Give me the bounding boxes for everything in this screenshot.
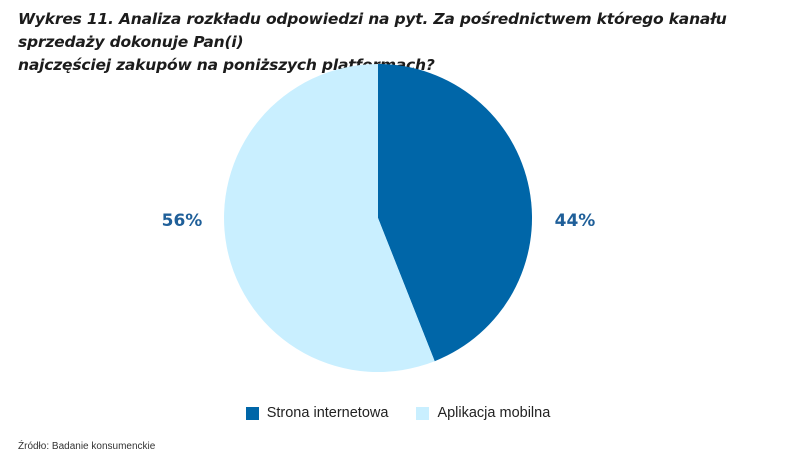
- pie-slice-aplikacja-mobilna: [224, 64, 435, 372]
- chart-title-line-2: najczęściej zakupów na poniższych platfo…: [18, 56, 435, 74]
- pie-label-strona-internetowa: 44%: [555, 211, 596, 231]
- legend-item-strona-internetowa: Strona internetowa: [245, 405, 389, 421]
- pie-slice-strona-internetowa: [378, 64, 533, 362]
- legend-label-aplikacja-mobilna: Aplikacja mobilna: [437, 405, 551, 421]
- chart-title: Wykres 11. Analiza rozkładu odpowiedzi n…: [18, 8, 768, 77]
- pie-label-aplikacja-mobilna: 56%: [162, 211, 203, 231]
- legend-label-strona-internetowa: Strona internetowa: [266, 405, 389, 421]
- legend-swatch-strona-internetowa: [245, 406, 259, 420]
- chart-title-line-1: Wykres 11. Analiza rozkładu odpowiedzi n…: [18, 10, 727, 51]
- legend: Strona internetowa Aplikacja mobilna: [0, 405, 788, 421]
- source-note: Źródło: Badanie konsumenckie: [18, 441, 156, 452]
- legend-swatch-aplikacja-mobilna: [416, 406, 430, 420]
- legend-item-aplikacja-mobilna: Aplikacja mobilna: [416, 405, 550, 421]
